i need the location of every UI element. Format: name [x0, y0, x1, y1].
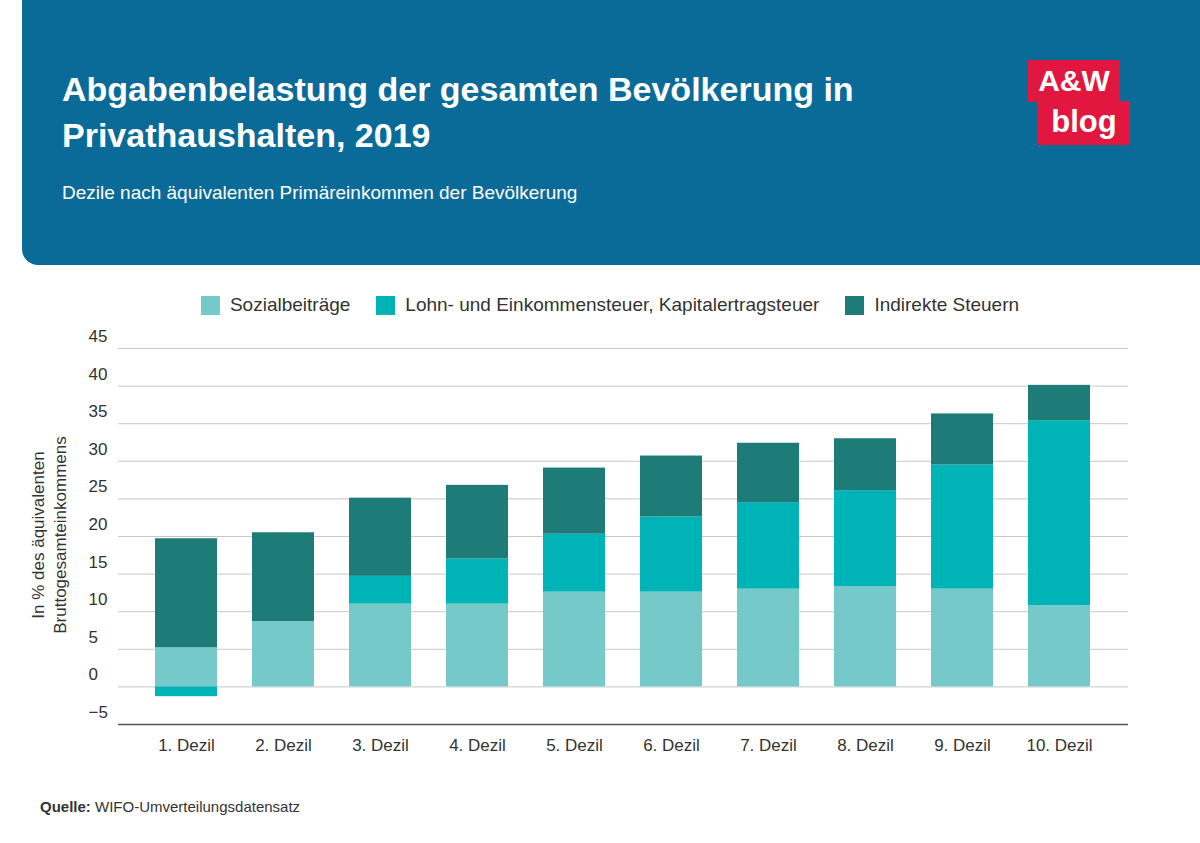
- html-text:Quelle: WIFO-Umverteilungsdate: Quelle: WIFO-Umverteilungsdatensatz: [40, 798, 301, 815]
- html-text:Abgabenbelastung der gesamten: Abgabenbelastung der gesamten Bevölkerun…: [62, 70, 854, 154]
- svg-text:−5: −5: [89, 703, 108, 722]
- html-text:A&W: A&W: [1038, 64, 1110, 97]
- svg-text:5: 5: [89, 628, 98, 647]
- svg-text:30: 30: [89, 440, 108, 459]
- html-text:Indirekte Steuern: Indirekte Steuern: [874, 294, 1020, 315]
- svg-text:0: 0: [89, 665, 98, 684]
- svg-text:3. Dezil: 3. Dezil: [352, 736, 409, 755]
- html-text:In % des äquivalenten Bruttoge: In % des äquivalenten Bruttogesamteinkom…: [29, 436, 70, 634]
- svg-text:40: 40: [89, 365, 108, 384]
- svg-text:5. Dezil: 5. Dezil: [546, 736, 603, 755]
- html-text:Lohn- und Einkommensteuer, Kap: Lohn- und Einkommensteuer, Kapitalertrag…: [405, 294, 820, 315]
- svg-text:7. Dezil: 7. Dezil: [740, 736, 797, 755]
- svg-text:10. Dezil: 10. Dezil: [1026, 736, 1092, 755]
- svg-text:15: 15: [89, 553, 108, 572]
- html-text:Sozialbeiträge: Sozialbeiträge: [229, 294, 351, 315]
- svg-text:35: 35: [89, 402, 108, 421]
- svg-text:10: 10: [89, 590, 108, 609]
- svg-text:8. Dezil: 8. Dezil: [837, 736, 894, 755]
- svg-text:45: 45: [89, 330, 108, 346]
- svg-text:9. Dezil: 9. Dezil: [934, 736, 991, 755]
- svg-text:25: 25: [89, 477, 108, 496]
- svg-text:1. Dezil: 1. Dezil: [158, 736, 215, 755]
- svg-text:2. Dezil: 2. Dezil: [255, 736, 312, 755]
- svg-text:20: 20: [89, 515, 108, 534]
- html-text:blog: blog: [1051, 104, 1117, 139]
- svg-text:4. Dezil: 4. Dezil: [449, 736, 506, 755]
- svg-text:6. Dezil: 6. Dezil: [643, 736, 700, 755]
- html-text:Dezile nach äquivalenten Primä: Dezile nach äquivalenten Primäreinkommen…: [62, 182, 578, 203]
